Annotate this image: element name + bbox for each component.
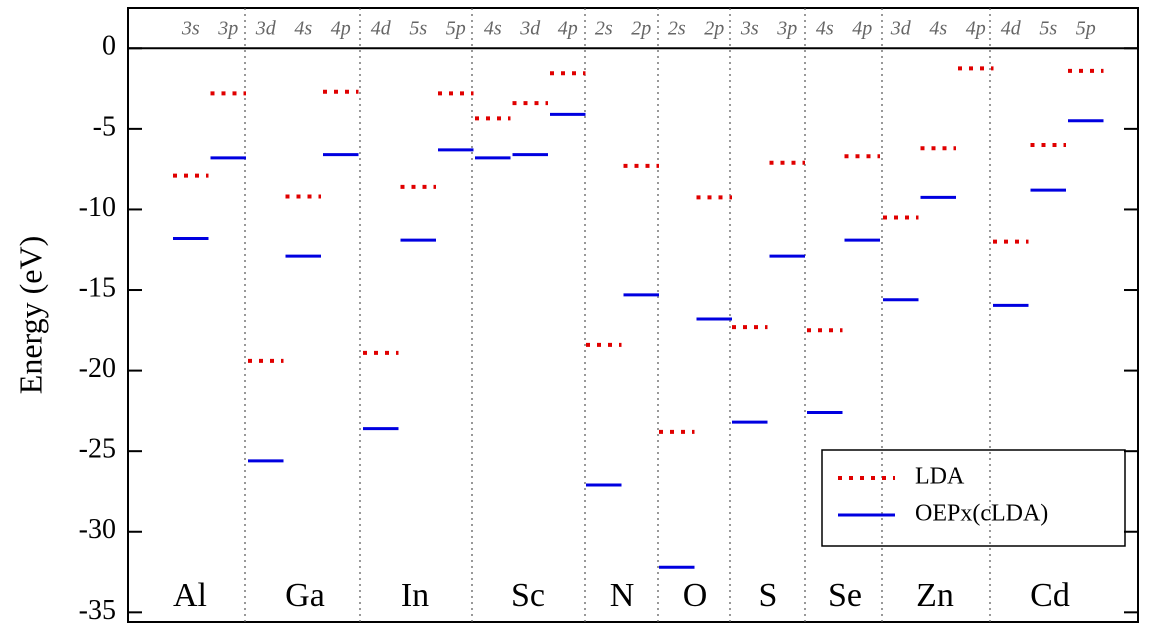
element-label: Se xyxy=(828,577,862,614)
y-tick-label: -10 xyxy=(79,192,116,223)
element-label: Sc xyxy=(511,577,545,614)
plot-frame xyxy=(127,7,1139,623)
y-tick-label: -15 xyxy=(79,272,116,303)
orbital-label: 4p xyxy=(852,18,872,40)
element-label: N xyxy=(610,577,635,614)
orbital-label: 4s xyxy=(929,18,947,40)
y-tick-label: -25 xyxy=(79,434,116,465)
element-label: In xyxy=(401,577,429,614)
element-label: Ga xyxy=(285,577,325,614)
legend-box xyxy=(821,449,1126,547)
orbital-label: 4s xyxy=(294,18,312,40)
orbital-label: 4p xyxy=(558,18,578,40)
orbital-label: 5s xyxy=(409,18,427,40)
orbital-label: 4s xyxy=(484,18,502,40)
y-tick-label: 0 xyxy=(102,31,116,62)
orbital-label: 5p xyxy=(1076,18,1096,40)
orbital-label: 3p xyxy=(776,18,797,40)
orbital-label: 2s xyxy=(595,18,613,40)
y-axis-label: Energy (eV) xyxy=(12,236,48,394)
orbital-label: 3p xyxy=(217,18,238,40)
y-tick-label: -30 xyxy=(79,514,116,545)
orbital-label: 4s xyxy=(816,18,834,40)
legend-label: OEPx(cLDA) xyxy=(915,501,1048,527)
legend-label: LDA xyxy=(915,464,965,490)
y-tick-label: -35 xyxy=(79,595,116,626)
orbital-label: 4d xyxy=(371,18,392,40)
orbital-label: 2p xyxy=(704,18,724,40)
orbital-label: 4p xyxy=(331,18,351,40)
orbital-label: 5s xyxy=(1039,18,1057,40)
orbital-label: 4p xyxy=(966,18,986,40)
orbital-label: 3d xyxy=(519,18,541,40)
orbital-label: 5p xyxy=(446,18,466,40)
y-tick-label: -5 xyxy=(93,111,116,142)
element-label: Zn xyxy=(916,577,954,614)
orbital-label: 4d xyxy=(1001,18,1022,40)
orbital-label: 2s xyxy=(668,18,686,40)
element-label: Al xyxy=(173,577,207,614)
element-label: O xyxy=(683,577,708,614)
element-label: S xyxy=(759,577,778,614)
orbital-label: 3d xyxy=(890,18,912,40)
orbital-label: 3s xyxy=(740,18,759,40)
orbital-label: 3d xyxy=(255,18,277,40)
y-tick-label: -20 xyxy=(79,353,116,384)
orbital-label: 3s xyxy=(181,18,200,40)
element-label: Cd xyxy=(1030,577,1070,614)
orbital-label: 2p xyxy=(631,18,651,40)
